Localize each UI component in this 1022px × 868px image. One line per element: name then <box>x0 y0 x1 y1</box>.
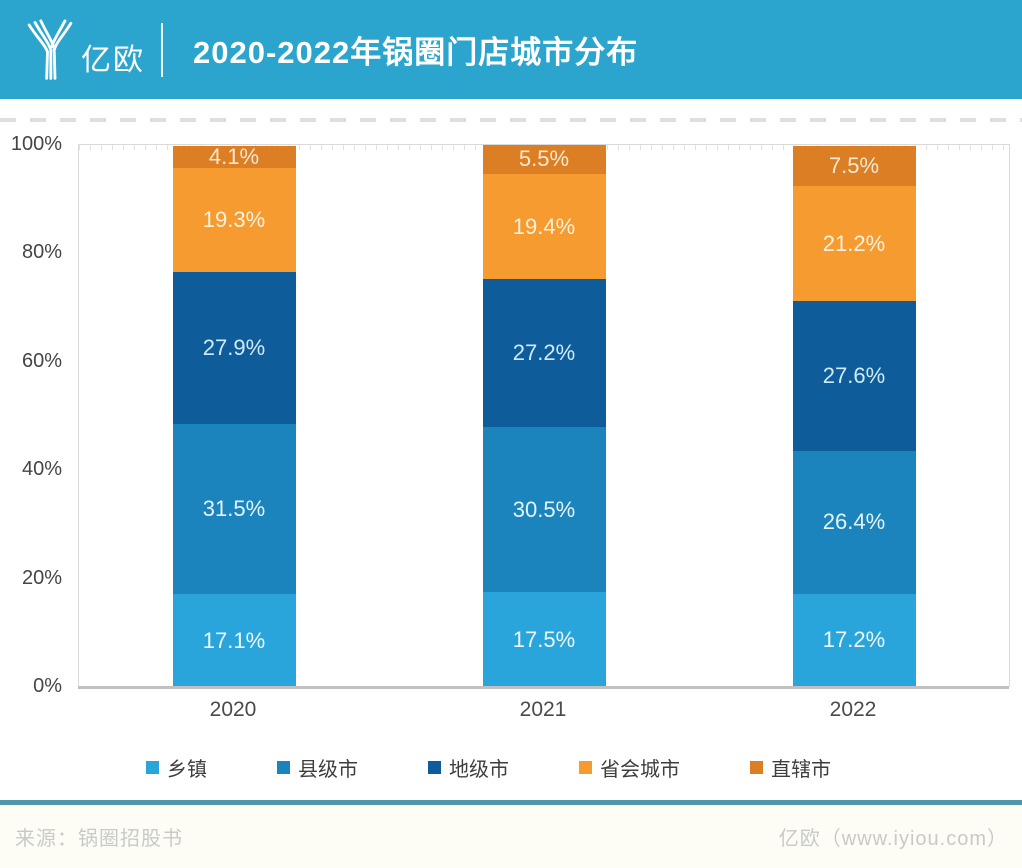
bar-segment-县级市-2022: 26.4% <box>792 450 916 594</box>
segment-value-label: 31.5% <box>202 495 266 521</box>
bar-slots: 17.1% 31.5% 27.9% 19.3% 4.1% 17.5% 30.5% 27.2% 1… <box>79 143 1009 687</box>
bar-segment-省会城市-2020: 19.3% <box>172 167 296 273</box>
header-banner: 亿欧 2020-2022年锅圈门店城市分布 <box>0 0 1022 99</box>
legend-item-直辖市: 直辖市 <box>750 753 831 782</box>
segment-value-label: 19.3% <box>202 207 266 233</box>
y-tick-label: 60% <box>21 349 62 372</box>
legend-swatch-icon <box>428 761 441 774</box>
source-note: 来源：锅圈招股书 <box>15 828 183 850</box>
segment-value-label: 17.2% <box>822 627 886 653</box>
segment-value-label: 27.6% <box>822 362 886 388</box>
bar-segment-省会城市-2021: 19.4% <box>482 174 606 280</box>
x-category-label-2020: 2020 <box>209 698 257 721</box>
legend-item-县级市: 县级市 <box>277 753 358 782</box>
legend-item-地级市: 地级市 <box>428 753 509 782</box>
segment-value-label: 5.5% <box>518 146 570 172</box>
bar-segment-县级市-2021: 30.5% <box>482 426 606 593</box>
segment-value-label: 27.2% <box>512 340 576 366</box>
x-category-label-2021: 2021 <box>519 698 567 721</box>
bar-segment-地级市-2022: 27.6% <box>792 301 916 451</box>
legend-item-省会城市: 省会城市 <box>579 753 680 782</box>
bar-segment-直辖市-2022: 7.5% <box>792 145 916 187</box>
legend-label: 直辖市 <box>771 759 831 781</box>
plot-area: 17.1% 31.5% 27.9% 19.3% 4.1% 17.5% 30.5% 27.2% 1… <box>78 144 1010 687</box>
segment-value-label: 7.5% <box>828 152 880 178</box>
bar-segment-县级市-2020: 31.5% <box>172 423 296 595</box>
bar-segment-直辖市-2020: 4.1% <box>172 143 296 169</box>
legend-label: 乡镇 <box>167 759 207 781</box>
segment-value-label: 26.4% <box>822 509 886 535</box>
bar-segment-乡镇-2022: 17.2% <box>792 593 916 687</box>
credit-note: 亿欧（www.iyiou.com） <box>778 828 1008 850</box>
y-tick-label: 40% <box>21 458 62 481</box>
segment-value-label: 17.1% <box>202 627 266 653</box>
bar-slot-2022: 17.2% 26.4% 27.6% 21.2% 7.5% <box>699 145 1009 687</box>
header-divider <box>161 22 163 77</box>
bar-segment-乡镇-2020: 17.1% <box>172 594 296 687</box>
bar-segment-地级市-2021: 27.2% <box>482 279 606 427</box>
yiou-logo-text: 亿欧 <box>81 43 145 77</box>
stacked-bar-2020: 17.1% 31.5% 27.9% 19.3% 4.1% <box>172 143 296 687</box>
yiou-logo-icon <box>27 18 73 80</box>
bar-slot-2020: 17.1% 31.5% 27.9% 19.3% 4.1% <box>79 143 389 687</box>
y-tick-label: 100% <box>10 133 62 155</box>
bar-segment-乡镇-2021: 17.5% <box>482 592 606 687</box>
page-title: 2020-2022年锅圈门店城市分布 <box>193 35 639 70</box>
legend-item-乡镇: 乡镇 <box>146 753 207 782</box>
legend-swatch-icon <box>277 761 290 774</box>
y-tick-label: 80% <box>21 241 62 264</box>
y-tick-label: 0% <box>33 675 62 697</box>
legend-swatch-icon <box>750 761 763 774</box>
dashed-separator <box>0 118 1022 122</box>
y-tick-label: 20% <box>21 566 62 589</box>
segment-value-label: 19.4% <box>512 213 576 239</box>
footer: 来源：锅圈招股书 亿欧（www.iyiou.com） <box>0 805 1022 868</box>
segment-value-label: 30.5% <box>512 496 576 522</box>
stacked-bar-2022: 17.2% 26.4% 27.6% 21.2% 7.5% <box>792 145 916 687</box>
legend-label: 省会城市 <box>600 759 680 781</box>
stacked-bar-2021: 17.5% 30.5% 27.2% 19.4% 5.5% <box>482 144 606 687</box>
x-category-label-2022: 2022 <box>829 698 877 721</box>
footer-divider-line <box>0 800 1022 805</box>
segment-value-label: 17.5% <box>512 626 576 652</box>
bar-segment-省会城市-2022: 21.2% <box>792 186 916 302</box>
legend-swatch-icon <box>579 761 592 774</box>
segment-value-label: 21.2% <box>822 230 886 256</box>
bar-slot-2021: 17.5% 30.5% 27.2% 19.4% 5.5% <box>389 144 699 687</box>
legend: 乡镇 县级市 地级市 省会城市 直辖市 <box>146 753 831 782</box>
x-axis-line <box>78 686 1009 689</box>
segment-value-label: 4.1% <box>208 143 260 169</box>
bar-segment-地级市-2020: 27.9% <box>172 272 296 424</box>
bar-segment-直辖市-2021: 5.5% <box>482 144 606 175</box>
legend-label: 县级市 <box>298 759 358 781</box>
segment-value-label: 27.9% <box>202 335 266 360</box>
legend-label: 地级市 <box>449 759 509 781</box>
legend-swatch-icon <box>146 761 159 774</box>
